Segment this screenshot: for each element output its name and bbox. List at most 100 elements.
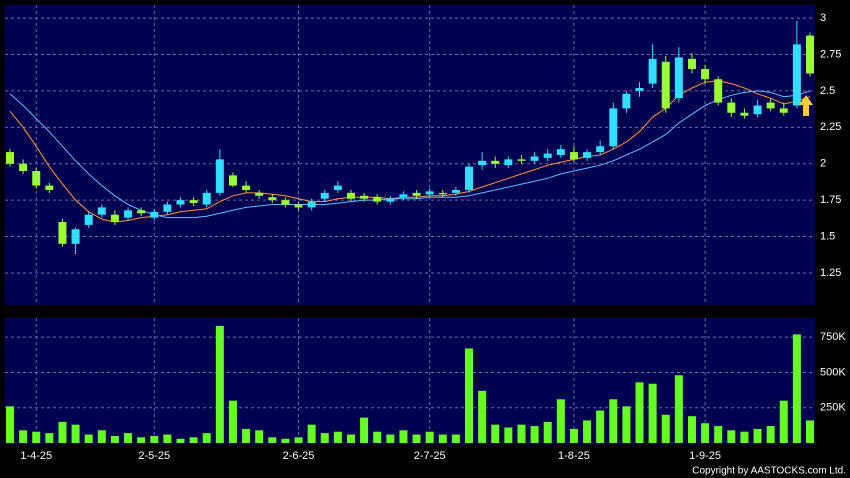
candle-body — [346, 192, 355, 199]
candle-body — [609, 108, 618, 147]
volume-bar — [504, 427, 513, 443]
volume-bar — [648, 383, 657, 443]
volume-bar — [163, 434, 172, 443]
volume-bar — [268, 437, 277, 443]
candle-body — [281, 200, 290, 205]
candle-body — [438, 192, 447, 195]
volume-bar — [242, 428, 251, 443]
volume-bar — [6, 406, 14, 443]
volume-bar — [674, 375, 683, 443]
candle-body — [58, 221, 67, 244]
candle-body — [320, 192, 329, 199]
candle-body — [97, 207, 106, 215]
candle-body — [740, 112, 749, 116]
candle-body — [583, 152, 592, 158]
volume-bar — [530, 426, 539, 443]
copyright: Copyright by AASTOCKS.com Ltd. — [692, 466, 846, 477]
volume-bar — [320, 433, 329, 443]
candle-body — [176, 200, 185, 205]
candle-body — [491, 160, 500, 164]
candle-body — [399, 194, 408, 198]
volume-bar — [386, 434, 395, 443]
y-tick-label: 500K — [820, 366, 846, 378]
volume-bar — [583, 420, 592, 443]
candle-body — [465, 166, 474, 190]
candle-body — [635, 88, 644, 91]
volume-bar — [32, 431, 41, 443]
candle-body — [530, 156, 539, 161]
candle-body — [556, 149, 565, 155]
y-tick-label: 2 — [820, 158, 826, 170]
volume-bar — [569, 428, 578, 443]
volume-bar — [714, 426, 723, 443]
y-tick-label: 3 — [820, 12, 826, 24]
volume-bar — [84, 434, 93, 443]
candle-body — [714, 79, 723, 103]
candle-body — [701, 69, 710, 80]
y-tick-label: 1.75 — [820, 194, 841, 206]
volume-bar — [399, 430, 408, 443]
volume-bar — [360, 417, 369, 443]
volume-bar — [215, 325, 224, 443]
volume-bar — [478, 390, 487, 443]
volume-bar — [425, 431, 434, 443]
candle-body — [425, 191, 434, 195]
candle-body — [504, 159, 513, 166]
volume-bar — [753, 428, 762, 443]
candle-body — [360, 195, 369, 199]
volume-bar — [202, 433, 211, 443]
volume-bar — [307, 424, 316, 443]
volume-bar — [806, 420, 814, 443]
candle-body — [753, 105, 762, 115]
candle-body — [32, 171, 41, 186]
candle-body — [451, 189, 460, 193]
candle-body — [386, 198, 395, 202]
candle-body — [6, 152, 14, 164]
candle-body — [674, 57, 683, 99]
candle-body — [84, 214, 93, 225]
volume-bar — [58, 421, 67, 443]
candle-body — [307, 201, 316, 208]
candle-body — [806, 35, 814, 74]
x-tick-label: 1-9-25 — [689, 450, 721, 462]
candle-body — [242, 185, 251, 190]
candle-body — [543, 153, 552, 158]
candle-body — [255, 192, 264, 196]
volume-bar — [491, 424, 500, 443]
candle-body — [163, 204, 172, 212]
candle-body — [373, 197, 382, 202]
candle-body — [622, 93, 631, 109]
y-tick-label: 2.25 — [820, 121, 841, 133]
candle-body — [648, 58, 657, 84]
volume-bar — [255, 430, 264, 443]
candle-body — [661, 61, 670, 109]
volume-bar — [609, 399, 618, 443]
volume-bar — [19, 430, 28, 443]
volume-bar — [137, 437, 146, 443]
volume-bar — [779, 400, 788, 443]
volume-bar — [373, 431, 382, 443]
y-tick-label: 2.5 — [820, 85, 835, 97]
volume-bar — [71, 424, 80, 443]
volume-bar — [124, 433, 133, 443]
candle-body — [412, 192, 421, 196]
candle-body — [779, 108, 788, 113]
y-tick-label: 750K — [820, 331, 846, 343]
y-tick-label: 1.25 — [820, 267, 841, 279]
volume-bar — [740, 431, 749, 443]
candle-body — [766, 102, 775, 109]
candle-body — [687, 58, 696, 70]
volume-bar — [176, 438, 185, 443]
volume-bar — [701, 423, 710, 443]
x-tick-label: 2-7-25 — [414, 450, 446, 462]
volume-bar — [45, 433, 54, 443]
y-tick-label: 250K — [820, 402, 846, 414]
x-tick-label: 2-5-25 — [138, 450, 170, 462]
candle-body — [478, 160, 487, 166]
x-tick-label: 1-4-25 — [20, 450, 52, 462]
volume-bar — [792, 334, 801, 443]
volume-bar — [556, 399, 565, 443]
candle-body — [294, 204, 303, 208]
